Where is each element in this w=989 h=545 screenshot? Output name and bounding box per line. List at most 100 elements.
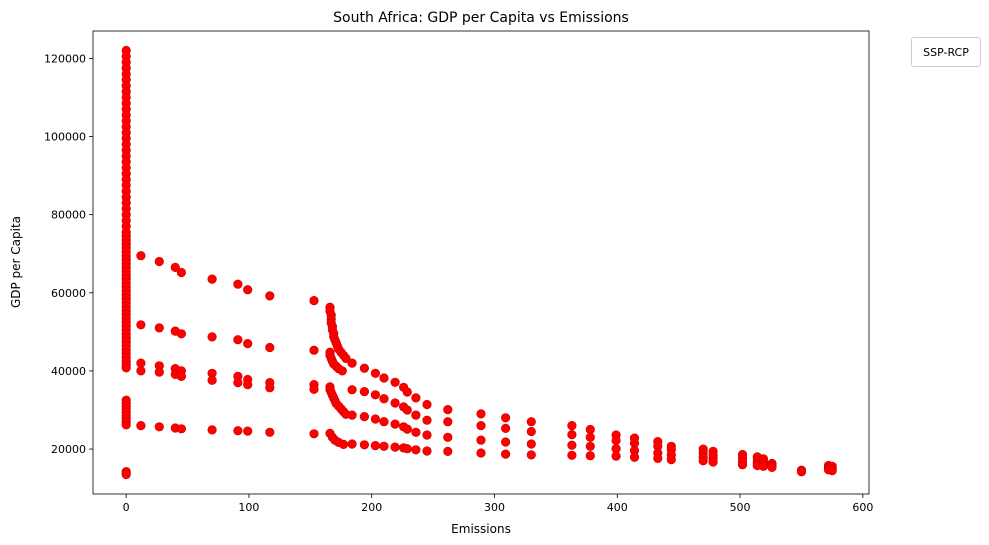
- data-point-0-214: [526, 439, 536, 449]
- data-point-0-239: [666, 455, 676, 465]
- data-point-0-204: [476, 409, 486, 419]
- data-point-0-205: [476, 421, 486, 431]
- data-point-0-156: [402, 405, 412, 415]
- data-point-0-109: [233, 335, 243, 345]
- data-point-0-222: [585, 441, 595, 451]
- y-tick-label: 40000: [51, 365, 86, 378]
- data-point-0-191: [136, 421, 146, 431]
- data-point-0-176: [422, 430, 432, 440]
- data-point-0-188: [402, 444, 412, 454]
- plot-area-frame: [92, 30, 870, 495]
- data-point-0-210: [501, 437, 511, 447]
- data-point-0-104: [136, 320, 146, 330]
- data-point-0-243: [698, 456, 708, 466]
- y-tick-label: 20000: [51, 443, 86, 456]
- data-point-0-190: [422, 446, 432, 456]
- data-point-0-160: [154, 367, 164, 377]
- data-point-0-129: [422, 399, 432, 410]
- legend: SSP-RCP: [911, 37, 981, 67]
- x-tick-label: 300: [484, 501, 505, 514]
- data-point-0-181: [338, 439, 349, 450]
- data-point-0-151: [359, 387, 370, 397]
- data-point-0-166: [265, 383, 275, 393]
- data-point-0-231: [629, 452, 640, 462]
- data-point-0-163: [207, 375, 217, 385]
- data-point-0-75: [121, 420, 131, 430]
- data-point-0-169: [359, 412, 370, 422]
- x-tick-label: 500: [730, 501, 751, 514]
- y-tick-label: 120000: [44, 52, 86, 65]
- y-tick-label: 100000: [44, 130, 86, 143]
- data-point-0-108: [207, 332, 217, 342]
- data-point-0-223: [585, 451, 595, 461]
- data-point-0-202: [443, 432, 453, 442]
- data-point-0-157: [411, 410, 421, 420]
- data-point-0-66: [121, 363, 131, 373]
- data-point-0-197: [243, 426, 253, 436]
- data-point-0-251: [737, 460, 748, 470]
- data-points: [121, 45, 837, 480]
- data-point-0-215: [526, 450, 536, 460]
- x-tick-label: 400: [607, 501, 628, 514]
- data-point-0-189: [411, 445, 421, 455]
- data-point-0-220: [585, 424, 595, 435]
- data-point-0-121: [347, 358, 357, 368]
- legend-title: SSP-RCP: [923, 45, 969, 59]
- data-point-0-216: [567, 421, 577, 431]
- data-point-0-211: [501, 449, 511, 459]
- y-tick-label: 60000: [51, 287, 86, 300]
- x-tick-label: 0: [123, 501, 130, 514]
- data-point-0-185: [379, 441, 389, 451]
- data-point-0-235: [653, 453, 663, 464]
- data-point-0-158: [422, 415, 432, 425]
- data-point-0-218: [567, 440, 577, 450]
- data-point-0-112: [309, 345, 319, 355]
- data-point-0-212: [526, 417, 536, 427]
- data-point-0-206: [476, 435, 486, 445]
- data-point-0-201: [443, 417, 453, 427]
- data-point-0-81: [170, 262, 180, 273]
- data-point-0-184: [370, 441, 381, 451]
- data-point-0-171: [379, 417, 389, 427]
- data-point-0-198: [265, 427, 275, 437]
- data-point-0-217: [567, 430, 577, 440]
- data-point-0-124: [379, 373, 389, 383]
- data-point-0-125: [390, 377, 400, 387]
- data-point-0-80: [154, 256, 164, 267]
- data-point-0-165: [243, 380, 253, 390]
- data-point-0-207: [476, 448, 486, 458]
- data-point-0-162: [176, 371, 186, 382]
- data-point-0-111: [265, 342, 275, 353]
- data-point-0-172: [390, 419, 400, 429]
- data-point-0-130: [136, 358, 146, 368]
- data-point-0-186: [390, 442, 400, 452]
- data-point-0-128: [411, 393, 421, 403]
- data-point-0-213: [526, 426, 536, 437]
- data-point-0-200: [443, 405, 453, 415]
- data-point-0-264: [796, 467, 807, 477]
- x-tick-label: 200: [361, 501, 382, 514]
- data-point-0-170: [370, 414, 381, 424]
- data-point-0-194: [176, 424, 186, 434]
- x-tick-label: 100: [238, 501, 259, 514]
- data-point-0-167: [309, 384, 319, 394]
- data-point-0-259: [758, 461, 769, 471]
- data-point-0-105: [154, 323, 164, 333]
- data-point-0-164: [233, 378, 243, 388]
- data-point-0-209: [501, 423, 511, 434]
- data-point-0-152: [370, 390, 381, 400]
- data-point-0-107: [176, 329, 186, 339]
- data-point-0-182: [347, 439, 357, 449]
- data-point-0-103: [341, 353, 351, 364]
- axis-ticks: 0 100 200 300 400 500 600 20000 40000 60000 80000 1…: [44, 52, 873, 514]
- data-point-0-86: [265, 291, 275, 301]
- data-point-0-159: [136, 366, 146, 376]
- data-point-0-174: [402, 424, 412, 434]
- data-point-0-168: [347, 410, 357, 420]
- data-point-0-247: [708, 457, 718, 467]
- data-point-0-208: [501, 413, 511, 423]
- y-axis-label: GDP per Capita: [9, 216, 23, 308]
- data-point-0-225: [611, 435, 621, 446]
- data-point-0-195: [207, 425, 217, 435]
